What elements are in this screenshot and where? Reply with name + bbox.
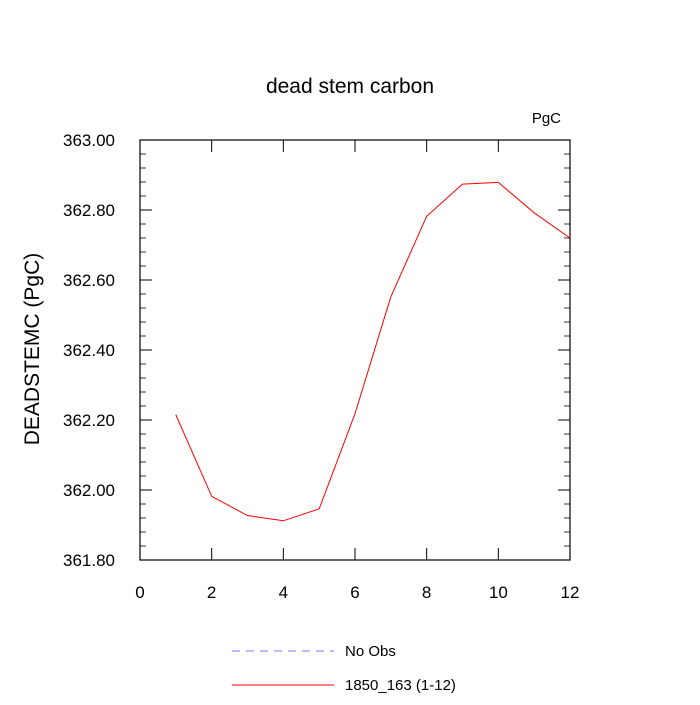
legend: No Obs 1850_163 (1-12): [232, 643, 456, 694]
x-tick-label: 10: [489, 583, 508, 602]
y-tick-label: 362.40: [63, 341, 115, 360]
legend-label: 1850_163 (1-12): [345, 677, 456, 694]
y-tick-label: 361.80: [63, 551, 115, 570]
y-tick-label: 362.00: [63, 481, 115, 500]
units-label: PgC: [532, 110, 561, 127]
x-tick-label: 12: [561, 583, 580, 602]
x-tick-label: 6: [350, 583, 359, 602]
chart-title: dead stem carbon: [266, 75, 434, 98]
y-tick-label: 362.80: [63, 201, 115, 220]
y-tick-label: 362.60: [63, 271, 115, 290]
legend-label: No Obs: [345, 643, 396, 660]
plot-frame: [139, 139, 571, 561]
x-tick-label: 0: [135, 583, 144, 602]
plot-layer: 0 2 4 6 8 10 12 361.80 362.00 362.20 362.40 362.60 3…: [63, 131, 579, 602]
series-line: [175, 181, 571, 522]
y-tick-label: 363.00: [63, 131, 115, 150]
x-tick-label: 2: [207, 583, 216, 602]
x-tick-label: 4: [279, 583, 288, 602]
x-tick-label: 8: [422, 583, 431, 602]
y-tick-label: 362.20: [63, 411, 115, 430]
y-axis-label: DEADSTEMC (PgC): [21, 253, 44, 446]
